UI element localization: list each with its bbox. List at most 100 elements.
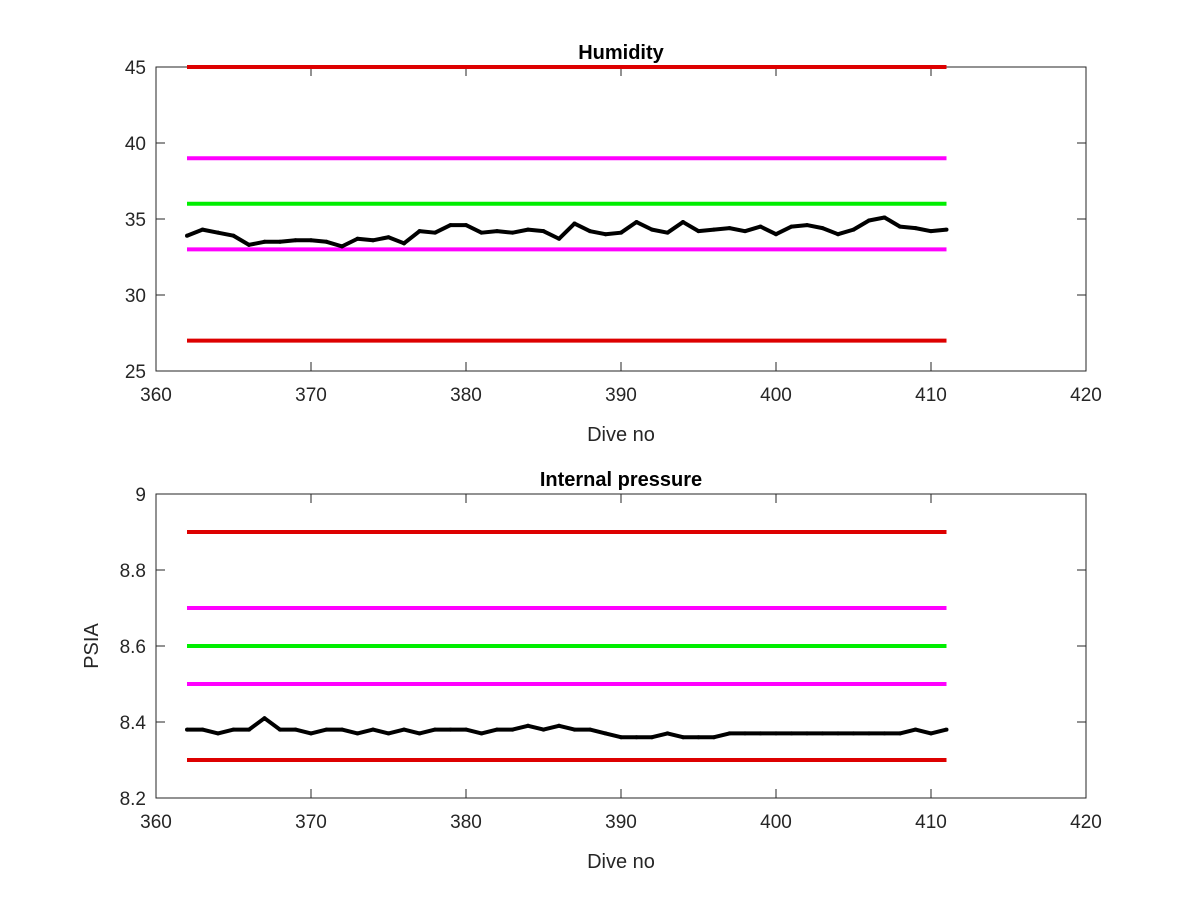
data-point	[479, 230, 484, 235]
data-point	[557, 723, 561, 728]
data-point	[758, 731, 763, 736]
y-tick-label: 35	[125, 210, 146, 231]
data-point	[510, 727, 515, 732]
data-point	[200, 727, 205, 732]
data-point	[185, 233, 189, 238]
data-point	[479, 731, 484, 736]
data-point	[696, 735, 701, 740]
data-point	[681, 735, 685, 740]
data-point	[650, 227, 654, 232]
data-point	[898, 224, 902, 229]
data-point	[231, 727, 236, 732]
data-point	[882, 731, 887, 736]
data-point	[774, 232, 778, 237]
data-point	[340, 727, 344, 732]
data-point	[712, 227, 716, 232]
data-point	[293, 727, 298, 732]
data-point	[355, 731, 360, 736]
data-point	[541, 229, 546, 234]
data-point	[851, 731, 856, 736]
data-point	[402, 727, 406, 732]
y-tick-label: 8.2	[120, 789, 146, 810]
series-line	[187, 716, 947, 740]
data-point	[619, 735, 623, 740]
data-point	[278, 239, 282, 244]
data-point	[758, 224, 763, 229]
data-point	[433, 230, 437, 235]
data-point	[665, 731, 670, 736]
data-point	[386, 731, 391, 736]
data-point	[340, 244, 344, 249]
data-point	[371, 727, 375, 732]
data-point	[309, 731, 313, 736]
data-point	[293, 238, 298, 243]
x-tick-label: 400	[760, 385, 792, 406]
data-point	[882, 215, 887, 220]
chart-title: Internal pressure	[540, 469, 702, 491]
data-point	[572, 221, 577, 226]
data-point	[216, 230, 220, 235]
y-tick-label: 9	[135, 485, 146, 506]
data-point	[355, 236, 360, 241]
data-point	[588, 727, 592, 732]
data-point	[526, 227, 530, 232]
data-point	[464, 727, 468, 732]
x-tick-label: 360	[140, 385, 172, 406]
data-point	[417, 731, 422, 736]
data-point	[185, 727, 189, 732]
data-point	[247, 242, 251, 247]
y-axis-label: PSIA	[81, 623, 103, 669]
data-point	[588, 229, 592, 234]
data-point	[867, 731, 871, 736]
data-point	[665, 230, 670, 235]
data-point	[727, 731, 732, 736]
data-point	[913, 727, 918, 732]
data-point	[247, 727, 251, 732]
data-point	[402, 241, 406, 246]
data-point	[557, 236, 561, 241]
x-tick-label: 370	[295, 385, 327, 406]
data-point	[743, 731, 747, 736]
data-point	[774, 731, 778, 736]
data-point	[681, 220, 685, 225]
chart-title: Humidity	[578, 42, 664, 64]
data-point	[495, 229, 499, 234]
data-point	[324, 239, 329, 244]
data-point	[386, 235, 391, 240]
x-tick-label: 390	[605, 385, 637, 406]
x-tick-label: 360	[140, 812, 172, 833]
data-point	[262, 716, 267, 721]
data-point	[200, 227, 205, 232]
data-point	[634, 735, 639, 740]
data-point	[944, 227, 949, 232]
x-tick-label: 390	[605, 812, 637, 833]
data-point	[836, 232, 840, 237]
x-tick-label: 420	[1070, 385, 1102, 406]
data-point	[867, 218, 871, 223]
data-point	[805, 731, 809, 736]
y-tick-label: 8.8	[120, 561, 146, 582]
data-point	[696, 229, 701, 234]
x-tick-label: 410	[915, 812, 947, 833]
data-point	[789, 224, 794, 229]
data-point	[371, 238, 375, 243]
x-tick-label: 400	[760, 812, 792, 833]
data-point	[309, 238, 313, 243]
x-axis-label: Dive no	[587, 424, 655, 446]
data-point	[650, 735, 654, 740]
data-point	[572, 727, 577, 732]
data-point	[495, 727, 499, 732]
x-tick-label: 420	[1070, 812, 1102, 833]
data-point	[820, 731, 825, 736]
series-line	[186, 215, 947, 249]
data-point	[944, 727, 949, 732]
x-tick-label: 370	[295, 812, 327, 833]
data-point	[727, 226, 732, 231]
x-tick-label: 380	[450, 385, 482, 406]
data-point	[712, 735, 716, 740]
data-point	[262, 239, 267, 244]
y-tick-label: 8.4	[120, 713, 147, 734]
y-tick-label: 30	[125, 286, 146, 307]
x-tick-label: 380	[450, 812, 482, 833]
